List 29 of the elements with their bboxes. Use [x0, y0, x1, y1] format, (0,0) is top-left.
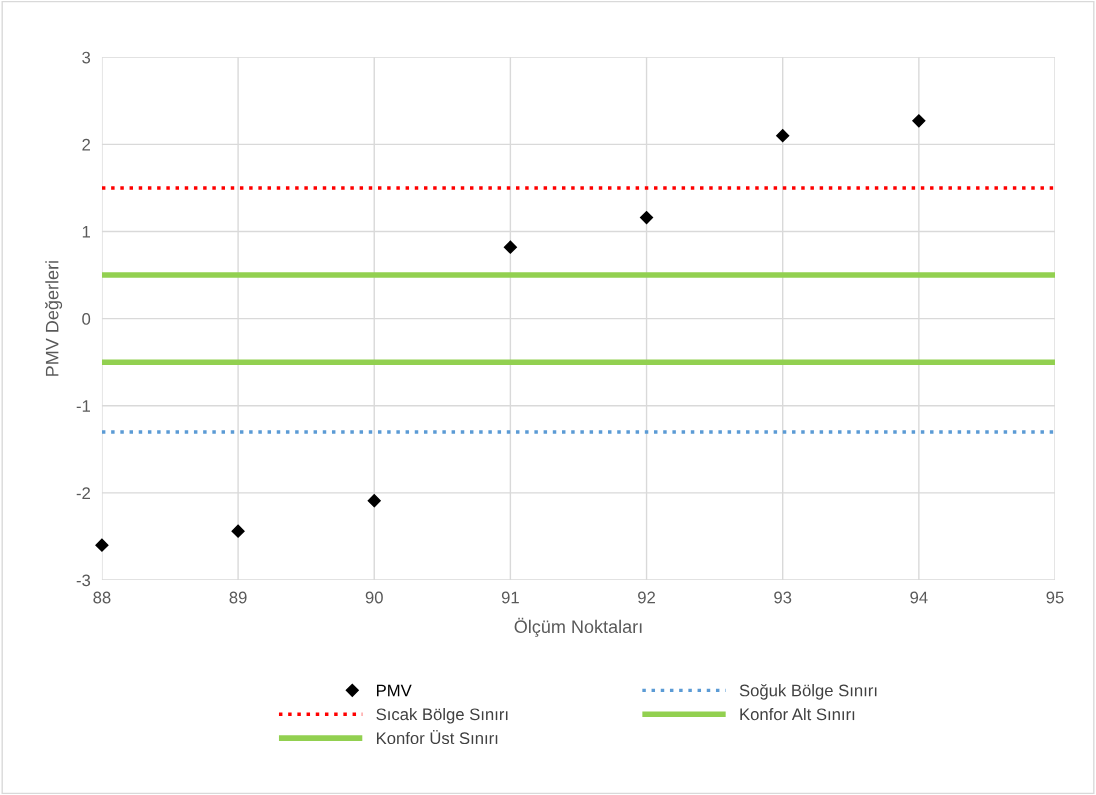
y-tick-label: -1 — [76, 400, 91, 412]
point — [95, 538, 109, 552]
point — [503, 240, 517, 254]
x-tick-label: 92 — [638, 591, 655, 604]
y-tick-label: 3 — [82, 51, 91, 64]
legend-label: Konfor Alt Sınırı — [740, 707, 855, 721]
y-tick-label: 0 — [82, 313, 91, 325]
legend-label: Soğuk Bölge Sınırı — [739, 683, 877, 700]
point — [231, 524, 245, 538]
legend-label: Sıcak Bölge Sınırı — [376, 707, 508, 724]
point — [912, 114, 926, 128]
point — [776, 129, 790, 143]
x-tick-label: 95 — [1046, 591, 1064, 604]
x-axis-title: Ölçüm Noktaları — [514, 617, 642, 637]
y-axis-title: PMV Değerleri — [45, 261, 63, 376]
point — [639, 210, 654, 225]
x-tick-label: 91 — [501, 591, 519, 604]
y-tick-label: 1 — [82, 226, 90, 238]
x-tick-label: 94 — [910, 591, 928, 604]
x-tick-label: 90 — [365, 591, 383, 604]
x-tick-label: 89 — [229, 591, 247, 604]
x-tick-label: 93 — [774, 591, 792, 604]
legend-label: PMV — [376, 684, 412, 697]
y-tick-label: -3 — [76, 574, 91, 587]
y-tick-label: 2 — [82, 138, 90, 151]
legend-label: Konfor Üst Sınırı — [376, 729, 498, 745]
x-tick-label: 88 — [93, 591, 111, 604]
y-tick-label: -2 — [76, 487, 90, 499]
point — [367, 494, 381, 508]
